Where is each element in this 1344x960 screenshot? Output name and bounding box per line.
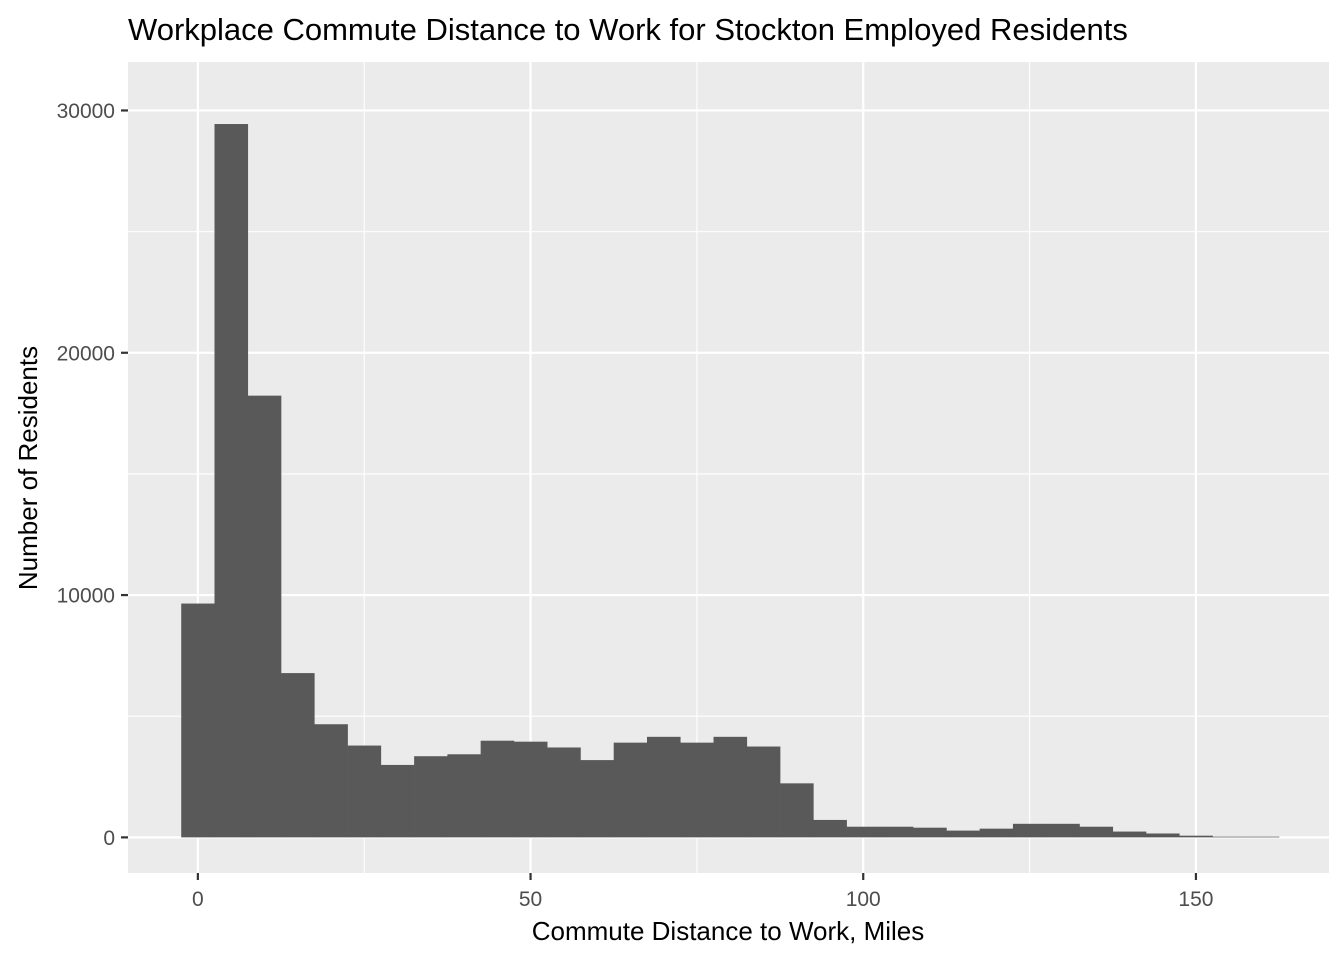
histogram-bar (946, 830, 980, 838)
histogram-bar (1146, 833, 1180, 838)
histogram-bar (247, 395, 282, 838)
y-tick-label: 10000 (57, 585, 115, 608)
histogram-bar (1012, 823, 1047, 838)
y-tick-label: 0 (103, 827, 115, 850)
x-tick-label: 150 (1178, 888, 1213, 911)
histogram-bar (547, 747, 581, 838)
histogram-bar (746, 746, 781, 838)
histogram-bars (181, 124, 1280, 838)
histogram-bar (713, 736, 748, 838)
histogram-bar (281, 673, 315, 838)
x-tick-label: 0 (192, 888, 204, 911)
histogram-bar (680, 742, 714, 838)
histogram-bar (913, 827, 947, 838)
histogram-bar (513, 741, 548, 838)
histogram-bar (646, 736, 681, 838)
histogram-bar (414, 756, 448, 838)
histogram-bar (1245, 836, 1280, 838)
histogram-bar (480, 740, 515, 838)
y-axis: 0 10000 20000 30000 (57, 100, 128, 850)
histogram-bar (314, 724, 348, 838)
x-tick-label: 100 (846, 888, 881, 911)
histogram-bar (380, 764, 415, 838)
x-tick-label: 50 (519, 888, 542, 911)
histogram-bar (1212, 836, 1247, 838)
histogram-bar (181, 603, 215, 838)
y-tick-label: 20000 (57, 342, 115, 365)
x-axis: 0 50 100 150 (192, 873, 1213, 911)
histogram-bar (214, 124, 249, 838)
histogram-bar (1112, 831, 1147, 838)
x-axis-title: Commute Distance to Work, Miles (532, 916, 925, 946)
y-tick-label: 30000 (57, 100, 115, 123)
histogram-bar (1179, 835, 1213, 838)
histogram-bar (1046, 823, 1080, 838)
histogram-bar (347, 745, 382, 838)
histogram-bar (813, 819, 847, 838)
histogram-bar (1079, 826, 1114, 838)
y-axis-title: Number of Residents (13, 346, 43, 590)
chart-title: Workplace Commute Distance to Work for S… (128, 12, 1128, 47)
minor-gridlines (128, 62, 1329, 873)
histogram-bar (580, 760, 615, 838)
histogram-bar (879, 826, 914, 838)
histogram-bar (979, 828, 1014, 838)
histogram-bar (846, 826, 881, 838)
histogram-bar (613, 742, 648, 838)
histogram-bar (447, 754, 481, 838)
histogram-bar (780, 783, 814, 838)
